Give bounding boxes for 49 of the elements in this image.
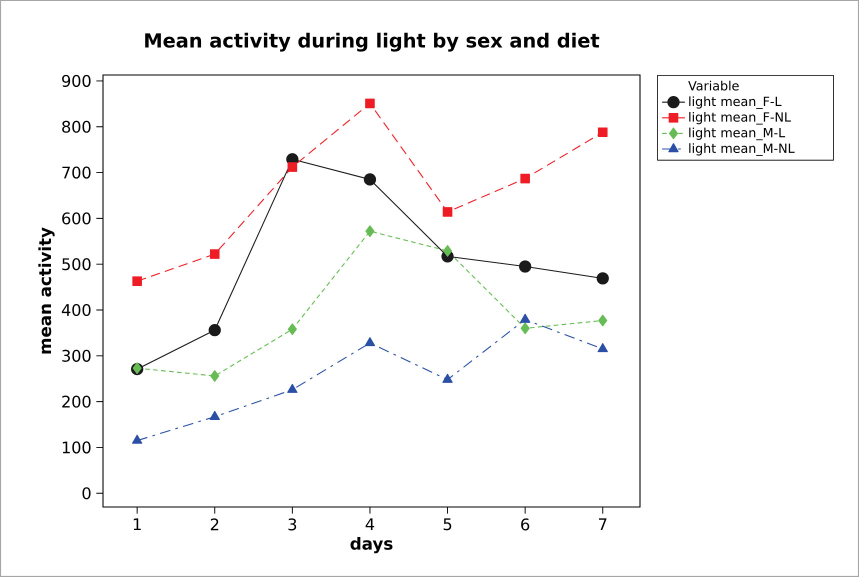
legend-label: light mean_F-NL <box>689 112 791 125</box>
point <box>210 370 220 382</box>
point <box>520 314 530 323</box>
point <box>132 434 142 444</box>
x-tick-label: 4 <box>366 518 374 530</box>
point <box>210 410 220 420</box>
point <box>287 384 298 393</box>
y-tick-label: 800 <box>62 120 91 133</box>
x-tick-label: 2 <box>210 518 218 530</box>
y-tick-label: 900 <box>62 74 91 87</box>
y-tick-label: 300 <box>62 350 91 362</box>
chart-title: Mean activity during light by sex and diet <box>145 32 600 52</box>
y-tick-label: 700 <box>62 166 91 179</box>
legend-label: light mean_M-L <box>689 128 786 140</box>
point <box>596 272 609 285</box>
point <box>288 323 297 336</box>
point <box>365 225 374 238</box>
point <box>598 314 608 326</box>
legend-label: light mean_M-NL <box>689 143 795 156</box>
point <box>364 173 376 186</box>
y-axis-title: mean activity <box>38 227 55 354</box>
y-tick-label: 600 <box>62 212 91 224</box>
x-tick-label: 7 <box>598 518 606 530</box>
y-tick-label: 500 <box>62 258 91 270</box>
point <box>520 322 530 334</box>
point <box>208 324 221 336</box>
point <box>210 249 220 259</box>
legend-title: Variable <box>688 80 739 91</box>
point <box>364 337 376 346</box>
y-tick-label: 200 <box>62 396 91 408</box>
legend-label: light mean_F-L <box>689 96 782 109</box>
x-tick-label: 6 <box>521 518 530 530</box>
x-tick-label: 5 <box>444 518 452 530</box>
y-tick-label: 400 <box>62 304 91 316</box>
x-tick-label: 3 <box>288 518 296 530</box>
point <box>288 162 298 172</box>
point <box>519 260 532 273</box>
point <box>598 343 608 352</box>
point <box>132 276 142 286</box>
point <box>598 127 608 138</box>
x-tick-label: 1 <box>134 518 141 530</box>
y-tick-label: 100 <box>62 441 91 454</box>
point <box>442 374 453 383</box>
point <box>442 207 452 217</box>
x-axis-title: days <box>350 536 392 554</box>
point <box>443 245 452 257</box>
y-tick-label: 0 <box>82 487 91 500</box>
point <box>365 98 375 108</box>
point <box>520 174 530 184</box>
